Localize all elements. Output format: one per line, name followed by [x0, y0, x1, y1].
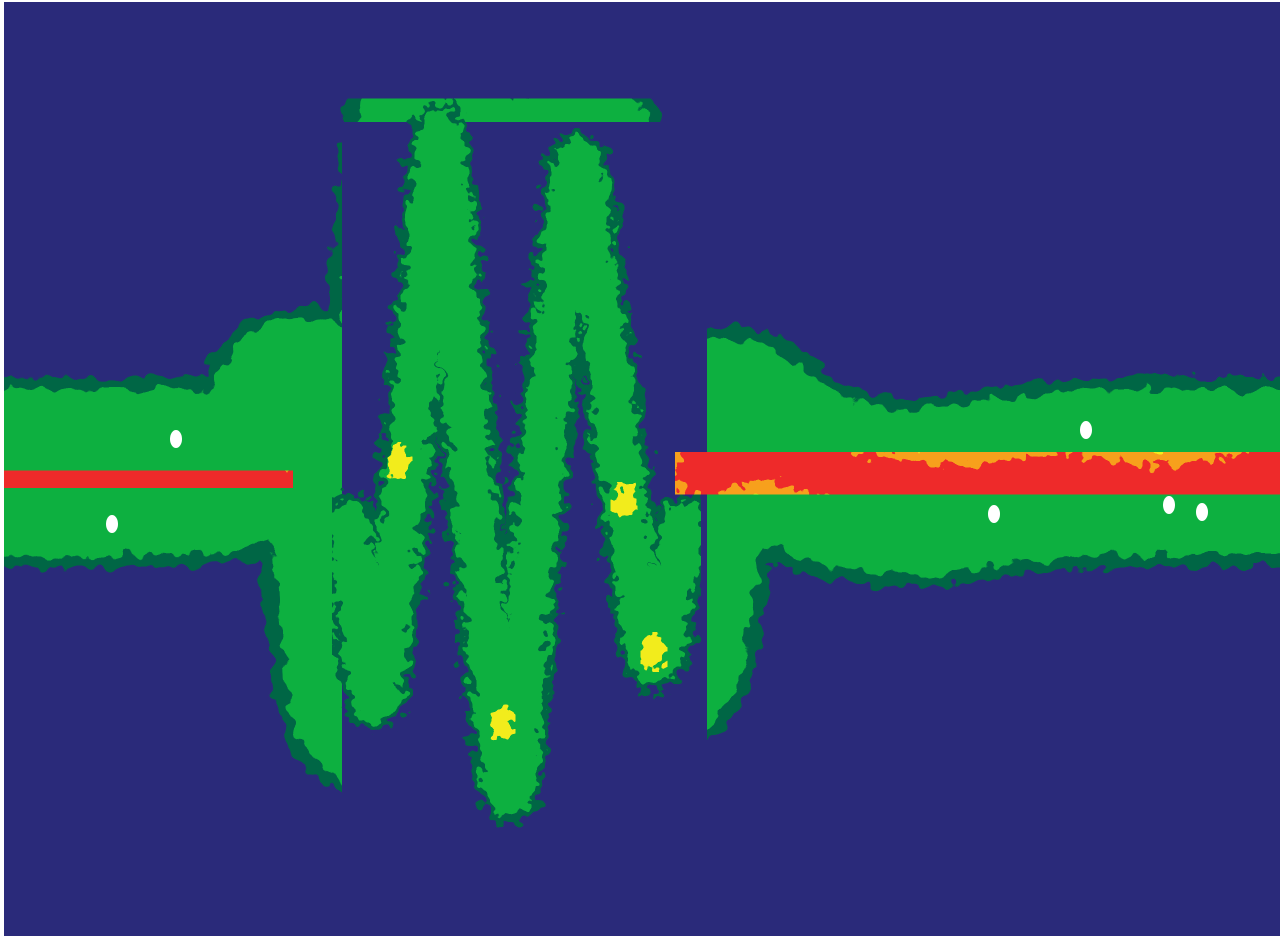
burst-hotspot-3 [387, 444, 411, 480]
core-red-1 [678, 428, 1280, 519]
burst-hotspot-2 [612, 484, 636, 520]
white-spot-2 [988, 505, 1000, 523]
white-spot-3 [1080, 421, 1092, 439]
white-spot-4 [1163, 496, 1175, 514]
burst-hotspot-1 [490, 704, 514, 740]
core-red-0 [4, 445, 305, 513]
white-spot-5 [1196, 503, 1208, 521]
white-spot-0 [170, 430, 182, 448]
burst-hotspot-0 [642, 634, 666, 670]
white-spot-1 [106, 515, 118, 533]
heatmap-frame [4, 2, 1280, 936]
heatmap-image [4, 2, 1280, 936]
